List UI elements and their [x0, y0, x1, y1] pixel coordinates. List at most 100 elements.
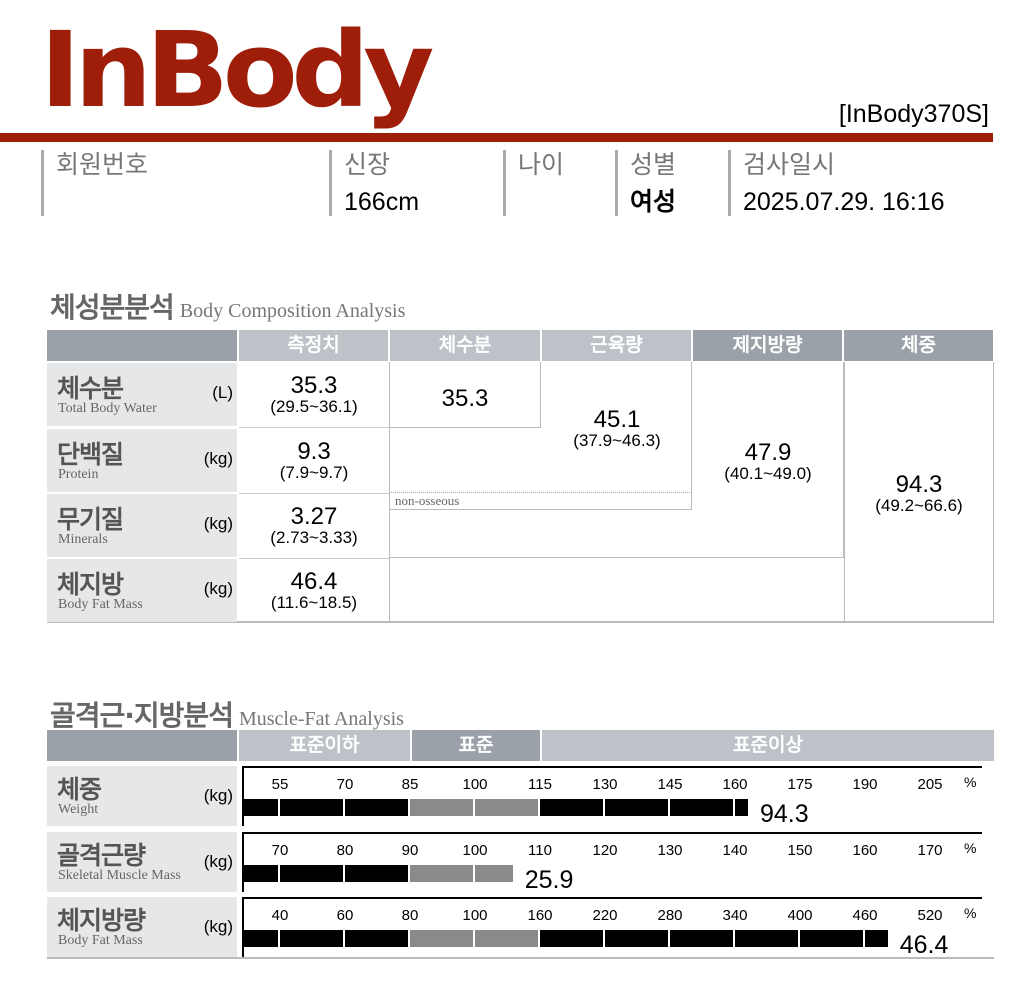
mfa-bottom-line [47, 957, 994, 959]
tick-label: 70 [336, 776, 354, 793]
row-divider [239, 558, 389, 559]
tick-label: 100 [462, 842, 488, 859]
bca-bottom-line [47, 621, 994, 623]
tick-label: 60 [336, 907, 354, 924]
value: 46.4 [290, 568, 338, 595]
info-height: 신장 166cm [329, 150, 499, 216]
tick-label: 80 [336, 842, 354, 859]
bar-segment [735, 799, 748, 816]
info-label: 검사일시 [743, 151, 836, 179]
water-value: 35.3 [390, 387, 540, 411]
tick-label: 130 [657, 842, 683, 859]
mfa-header-under: 표준이하 [239, 730, 410, 761]
info-age: 나이 [503, 150, 613, 216]
bar-segment [670, 930, 735, 947]
mfa-bar-chart [242, 766, 982, 826]
tick-label: 130 [592, 776, 618, 793]
range: (40.1~49.0) [724, 464, 812, 483]
bca-header-muscle: 근육량 [542, 330, 691, 361]
tick-label: 110 [528, 842, 552, 859]
info-value: 여성 [630, 188, 677, 216]
range: (7.9~9.7) [279, 463, 349, 482]
row-unit: (kg) [203, 449, 233, 468]
row-unit: (kg) [203, 917, 233, 936]
bca-title-en: Body Composition Analysis [179, 300, 406, 322]
bar-segment [410, 799, 475, 816]
tick-label: 70 [271, 842, 289, 859]
mfa-bar-chart [242, 832, 982, 892]
info-label: 신장 [344, 151, 391, 179]
tick-label: 220 [592, 907, 618, 924]
bar-segment [865, 930, 888, 947]
row-label-en: Total Body Water [58, 401, 157, 416]
tick-label: 90 [401, 842, 419, 859]
tick-label: 160 [722, 776, 748, 793]
bca-row-label: 체수분 Total Body Water (L) [47, 363, 237, 426]
weight-value: 94.3 (49.2~66.6) [844, 473, 994, 515]
bca-header-blank [47, 330, 237, 361]
bar-segment [345, 865, 410, 882]
bca-header-weight: 체중 [844, 330, 993, 361]
mfa-row-label: 체중 Weight (kg) [47, 766, 237, 826]
bar-segment [475, 865, 513, 882]
bca-row-measured: 35.3 (29.5~36.1) [239, 374, 389, 416]
mfa-row-label: 골격근량 Skeletal Muscle Mass (kg) [47, 832, 237, 892]
mfa-row-label: 체지방량 Body Fat Mass (kg) [47, 897, 237, 957]
bar-segment [280, 799, 345, 816]
bca-title: 체성분분석 Body Composition Analysis [50, 286, 405, 326]
bar-segment [735, 930, 800, 947]
bca-header-ffm: 제지방량 [693, 330, 842, 361]
dotted-divider [389, 492, 692, 493]
row-label-ko: 체지방 [57, 570, 124, 599]
bar-segment [605, 799, 670, 816]
row-unit: (kg) [203, 852, 233, 871]
mfa-title-en: Muscle-Fat Analysis [238, 708, 404, 730]
device-model: [InBody370S] [838, 100, 989, 128]
info-test-date: 검사일시 2025.07.29. 16:16 [728, 150, 998, 216]
mfa-header-blank [47, 730, 237, 761]
bar-segment [670, 799, 735, 816]
bca-row-measured: 9.3 (7.9~9.7) [239, 440, 389, 482]
row-unit: (kg) [203, 786, 233, 805]
tick-label: 190 [852, 776, 878, 793]
value: 45.1 [593, 406, 641, 433]
info-label: 성별 [630, 151, 677, 179]
water-box [389, 362, 541, 428]
ffm-value: 47.9 (40.1~49.0) [693, 441, 843, 483]
row-label-en: Minerals [58, 532, 108, 547]
tick-label: 85 [401, 776, 419, 793]
bca-row-measured: 3.27 (2.73~3.33) [239, 505, 389, 547]
row-label-en: Skeletal Muscle Mass [58, 868, 181, 883]
info-label: 회원번호 [56, 151, 149, 179]
bca-header-water: 체수분 [390, 330, 540, 361]
tick-label: 120 [592, 842, 618, 859]
bar-segment [410, 865, 475, 882]
bar-segment [540, 799, 605, 816]
non-osseous-label: non-osseous [395, 493, 460, 508]
tick-label: 100 [462, 907, 488, 924]
row-unit: (L) [212, 383, 233, 402]
value: 94.3 [895, 471, 943, 498]
value: 47.9 [744, 439, 792, 466]
muscle-value: 45.1 (37.9~46.3) [542, 408, 692, 450]
bar-segment [410, 930, 475, 947]
info-value: 2025.07.29. 16:16 [743, 188, 945, 216]
value: 3.27 [290, 503, 338, 530]
bar-segment [800, 930, 865, 947]
bca-title-ko: 체성분분석 [50, 291, 175, 324]
tick-label: 175 [787, 776, 813, 793]
row-label-ko: 체중 [57, 775, 102, 804]
row-label-ko: 체수분 [57, 374, 124, 403]
tick-label: 140 [722, 842, 748, 859]
info-value: 166cm [344, 188, 420, 216]
bar-segment [345, 930, 410, 947]
tick-label: 55 [271, 776, 289, 793]
row-label-en: Weight [58, 802, 99, 817]
tick-label: 280 [657, 907, 683, 924]
value: 9.3 [297, 438, 331, 465]
tick-label: 400 [787, 907, 813, 924]
range: (2.73~3.33) [270, 528, 358, 547]
header-divider [0, 133, 993, 142]
mfa-bar-chart [242, 897, 982, 957]
weight-box [844, 362, 994, 622]
